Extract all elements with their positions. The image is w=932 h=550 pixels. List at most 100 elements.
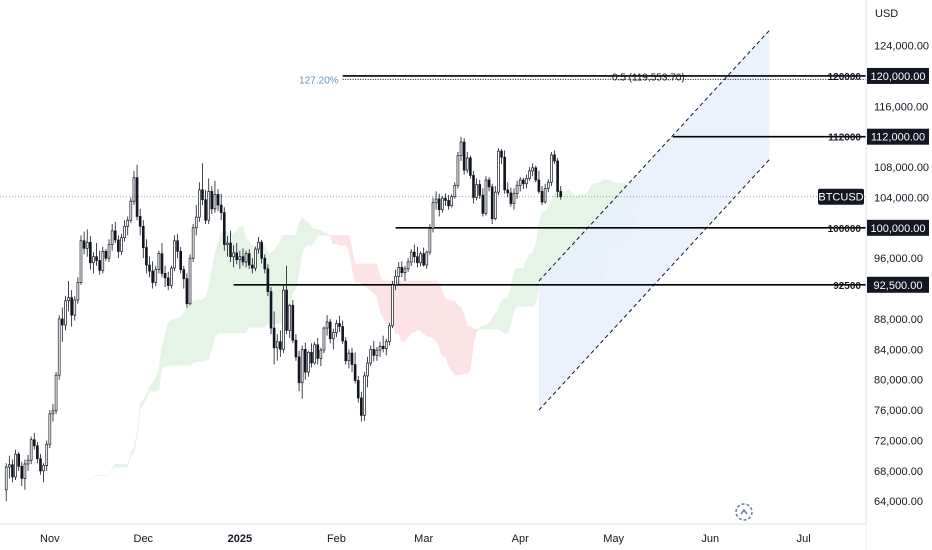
candle	[57, 315, 61, 380]
candle	[459, 136, 463, 161]
currency-label[interactable]: USD	[875, 8, 898, 20]
candle-body	[129, 200, 133, 221]
candle	[503, 150, 506, 194]
candle	[219, 193, 223, 221]
cloud-segment	[301, 216, 306, 253]
time-tick-label: Dec	[134, 533, 154, 545]
candle	[42, 463, 45, 483]
candle-body	[85, 241, 89, 249]
candle	[428, 224, 432, 256]
candle-body	[51, 410, 55, 415]
price-axis[interactable]: USD 64,000.00 68,000.00 72,000.00 76,000.00…	[865, 0, 932, 550]
candle-body	[441, 197, 444, 210]
candle-body	[353, 364, 357, 381]
candle	[518, 176, 522, 192]
candle	[310, 343, 313, 368]
candle-body	[282, 289, 285, 350]
cloud-segment	[177, 316, 181, 366]
candle	[70, 290, 73, 327]
cloud-segment	[435, 280, 440, 347]
candle	[226, 236, 229, 257]
time-tick-label: Nov	[40, 533, 60, 545]
candle-body	[254, 248, 257, 269]
candle-body	[160, 253, 164, 274]
candle	[163, 265, 167, 288]
cloud-segment	[504, 297, 509, 334]
time-tick-label: Feb	[327, 533, 346, 545]
candle	[478, 179, 482, 199]
cloud-segment	[317, 229, 322, 236]
cloud-segment	[236, 225, 241, 334]
tradingview-logo-icon[interactable]	[735, 503, 753, 521]
candle-body	[141, 225, 145, 248]
cloud-segment	[373, 263, 378, 297]
time-tick-label: Apr	[512, 533, 529, 545]
time-axis[interactable]: Nov Dec 2025 Feb Mar Apr May Jun Jul	[0, 523, 866, 550]
candle	[76, 277, 80, 304]
candle	[48, 410, 52, 449]
candle-body	[369, 348, 373, 364]
candle-body	[469, 157, 472, 176]
cloud-segment	[370, 263, 375, 295]
candle	[356, 375, 360, 403]
time-tick-label: Jul	[797, 533, 811, 545]
candle-body	[543, 187, 547, 203]
candle-body	[356, 380, 360, 399]
candle	[447, 195, 450, 210]
candle	[400, 261, 404, 278]
candle-body	[120, 237, 123, 252]
cloud-segment	[535, 223, 540, 302]
candle-body	[48, 413, 52, 445]
cloud-segment	[133, 431, 138, 453]
candle-body	[409, 251, 413, 263]
symbol-tag[interactable]: BTCUSD	[818, 188, 864, 205]
candle-body	[366, 362, 369, 377]
cloud-segment	[420, 280, 424, 335]
candle-body	[222, 212, 226, 245]
cloud-segment	[498, 300, 502, 332]
level-price-tag-text: 92,500.00	[874, 280, 923, 292]
candle	[23, 459, 27, 490]
candle	[462, 138, 466, 175]
candle	[307, 350, 310, 377]
candle	[453, 182, 457, 199]
level-price-tag	[867, 276, 929, 293]
candle	[282, 284, 285, 354]
candle	[179, 246, 182, 274]
candle-body	[173, 240, 176, 269]
candle	[388, 322, 391, 346]
candle	[251, 258, 254, 274]
candle-body	[328, 321, 332, 340]
candle-body	[475, 184, 478, 198]
candle	[148, 256, 151, 278]
candle	[20, 461, 24, 487]
candle-body	[154, 269, 158, 283]
candle	[285, 265, 288, 335]
candle-body	[487, 179, 491, 188]
candle	[559, 186, 563, 200]
cloud-segment	[395, 280, 400, 334]
candle-body	[73, 299, 77, 316]
candle-body	[113, 230, 117, 241]
candle-body	[229, 242, 232, 258]
candle	[60, 307, 64, 342]
fib-value-label: 0.5 (119,553.70)	[612, 72, 685, 83]
candle-body	[179, 251, 182, 270]
cloud-segment	[426, 280, 431, 338]
candle	[191, 224, 195, 262]
candle	[522, 177, 525, 190]
candle	[45, 440, 49, 471]
cloud-segment	[136, 403, 141, 437]
candle	[332, 328, 335, 350]
cloud-segment	[364, 263, 368, 288]
candle	[344, 337, 348, 365]
candle-body	[546, 181, 550, 189]
candle	[294, 334, 298, 361]
cloud-segment	[479, 325, 484, 330]
candle	[397, 262, 401, 285]
level-price-tag	[867, 219, 929, 236]
cloud-segment	[211, 254, 216, 350]
candle-body	[117, 239, 120, 252]
cloud-segment	[164, 322, 169, 367]
candle	[350, 347, 354, 373]
